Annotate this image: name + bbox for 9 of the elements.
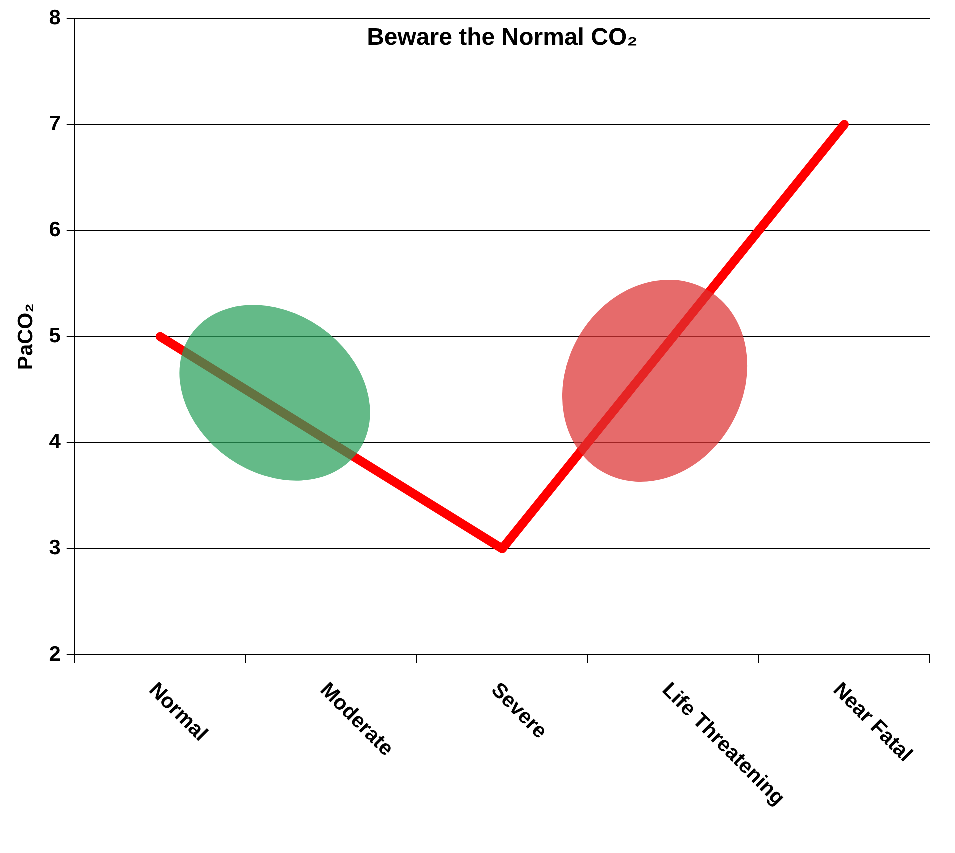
chart-title: Beware the Normal CO₂ [367,24,638,52]
y-tick-label: 5 [49,324,62,348]
y-tick-label: 2 [49,642,61,666]
y-tick-label: 4 [49,430,62,454]
y-tick-label: 7 [49,112,61,136]
y-tick-label: 6 [49,218,61,242]
y-axis-title: PaCO₂ [14,304,38,370]
y-tick-label: 8 [49,6,62,30]
y-tick-label: 3 [49,536,61,560]
